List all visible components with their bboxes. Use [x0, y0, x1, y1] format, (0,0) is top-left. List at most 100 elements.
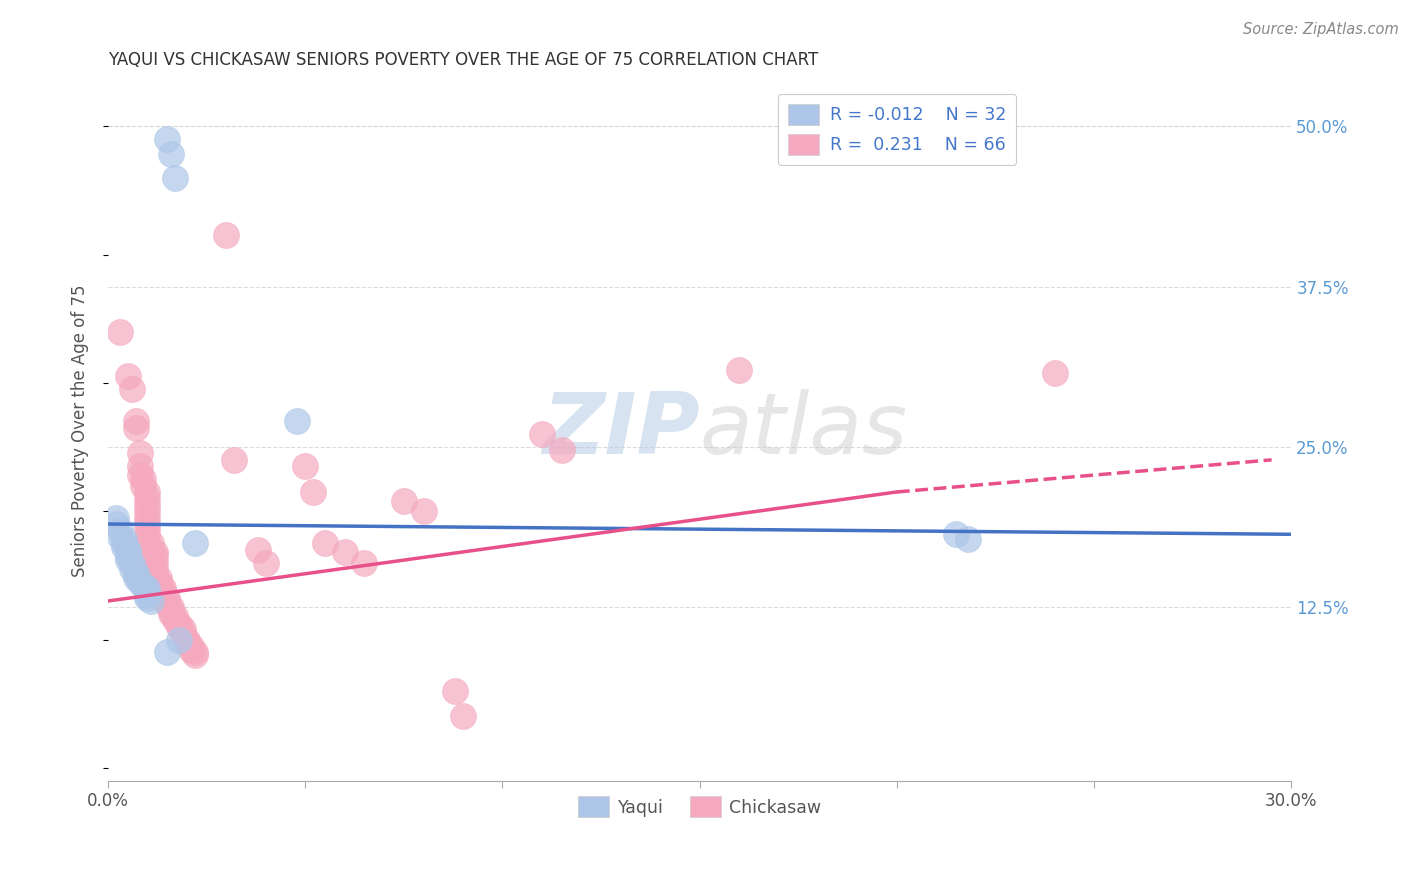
Point — [143, 562, 166, 576]
Point — [136, 581, 159, 595]
Point — [136, 498, 159, 512]
Point — [136, 510, 159, 524]
Text: atlas: atlas — [700, 390, 908, 473]
Point — [392, 494, 415, 508]
Point — [412, 504, 434, 518]
Point — [117, 549, 139, 563]
Legend: Yaqui, Chickasaw: Yaqui, Chickasaw — [571, 789, 828, 824]
Point — [167, 617, 190, 632]
Point — [160, 147, 183, 161]
Point — [148, 579, 170, 593]
Point — [180, 639, 202, 653]
Point — [124, 566, 146, 580]
Point — [156, 132, 179, 146]
Point — [156, 591, 179, 606]
Point — [117, 553, 139, 567]
Point — [353, 556, 375, 570]
Point — [136, 491, 159, 506]
Point — [172, 626, 194, 640]
Point — [108, 524, 131, 538]
Point — [124, 571, 146, 585]
Point — [132, 472, 155, 486]
Point — [104, 510, 127, 524]
Point — [163, 170, 186, 185]
Text: YAQUI VS CHICKASAW SENIORS POVERTY OVER THE AGE OF 75 CORRELATION CHART: YAQUI VS CHICKASAW SENIORS POVERTY OVER … — [108, 51, 818, 69]
Point — [124, 414, 146, 428]
Point — [141, 542, 163, 557]
Point — [184, 648, 207, 662]
Point — [550, 442, 572, 457]
Point — [172, 622, 194, 636]
Point — [121, 556, 143, 570]
Point — [124, 421, 146, 435]
Point — [124, 568, 146, 582]
Point — [224, 453, 246, 467]
Point — [128, 574, 150, 589]
Point — [152, 581, 174, 595]
Point — [112, 540, 135, 554]
Point — [246, 542, 269, 557]
Point — [163, 609, 186, 624]
Point — [530, 427, 553, 442]
Point — [156, 597, 179, 611]
Point — [132, 579, 155, 593]
Point — [117, 369, 139, 384]
Point — [254, 556, 277, 570]
Point — [136, 524, 159, 538]
Point — [117, 542, 139, 557]
Point — [143, 568, 166, 582]
Text: Source: ZipAtlas.com: Source: ZipAtlas.com — [1243, 22, 1399, 37]
Point — [136, 583, 159, 598]
Point — [156, 645, 179, 659]
Point — [143, 545, 166, 559]
Point — [314, 536, 336, 550]
Point — [152, 583, 174, 598]
Point — [215, 228, 238, 243]
Point — [108, 530, 131, 544]
Point — [136, 504, 159, 518]
Point — [152, 588, 174, 602]
Point — [112, 536, 135, 550]
Point — [117, 545, 139, 559]
Point — [136, 591, 159, 606]
Point — [163, 613, 186, 627]
Point — [160, 607, 183, 621]
Point — [956, 533, 979, 547]
Point — [160, 604, 183, 618]
Point — [180, 642, 202, 657]
Point — [143, 556, 166, 570]
Point — [167, 620, 190, 634]
Point — [104, 516, 127, 531]
Point — [167, 632, 190, 647]
Point — [156, 594, 179, 608]
Point — [143, 549, 166, 563]
Point — [141, 536, 163, 550]
Point — [128, 446, 150, 460]
Point — [121, 382, 143, 396]
Point — [945, 527, 967, 541]
Point — [184, 645, 207, 659]
Point — [160, 600, 183, 615]
Point — [285, 414, 308, 428]
Point — [121, 562, 143, 576]
Point — [444, 683, 467, 698]
Point — [112, 533, 135, 547]
Point — [128, 468, 150, 483]
Point — [132, 478, 155, 492]
Point — [128, 459, 150, 474]
Point — [728, 363, 751, 377]
Point — [1043, 366, 1066, 380]
Text: ZIP: ZIP — [543, 390, 700, 473]
Point — [184, 536, 207, 550]
Point — [176, 632, 198, 647]
Point — [451, 709, 474, 723]
Point — [294, 459, 316, 474]
Y-axis label: Seniors Poverty Over the Age of 75: Seniors Poverty Over the Age of 75 — [72, 285, 89, 577]
Point — [136, 485, 159, 500]
Point — [148, 574, 170, 589]
Point — [148, 571, 170, 585]
Point — [302, 485, 325, 500]
Point — [141, 594, 163, 608]
Point — [333, 545, 356, 559]
Point — [136, 588, 159, 602]
